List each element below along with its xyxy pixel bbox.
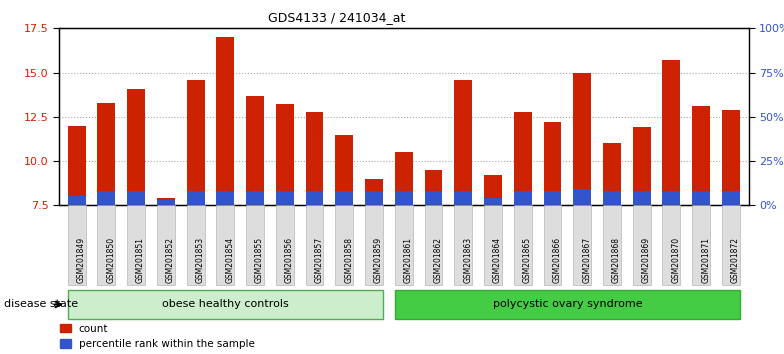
Bar — [484, 198, 502, 205]
Bar — [692, 191, 710, 205]
Text: GSM201870: GSM201870 — [671, 237, 681, 283]
Bar — [157, 200, 175, 205]
Bar — [127, 191, 145, 205]
Text: GDS4133 / 241034_at: GDS4133 / 241034_at — [268, 11, 406, 24]
Bar — [187, 80, 205, 205]
Text: GSM201867: GSM201867 — [583, 237, 591, 283]
Text: GSM201861: GSM201861 — [404, 237, 412, 283]
Text: GSM201849: GSM201849 — [77, 237, 85, 283]
Text: GSM201868: GSM201868 — [612, 237, 621, 283]
Bar — [306, 112, 324, 205]
Bar — [127, 88, 145, 205]
Text: GSM201856: GSM201856 — [285, 237, 294, 283]
Text: disease state: disease state — [4, 299, 78, 309]
Bar — [395, 152, 412, 205]
Text: GSM201855: GSM201855 — [255, 237, 264, 283]
Bar — [543, 191, 561, 205]
Text: GSM201862: GSM201862 — [434, 237, 442, 283]
Bar — [573, 189, 591, 205]
Text: GSM201857: GSM201857 — [314, 237, 324, 283]
Bar — [246, 96, 264, 205]
Bar — [395, 191, 412, 205]
Text: GSM201869: GSM201869 — [641, 237, 651, 283]
Bar — [246, 191, 264, 205]
Text: GSM201854: GSM201854 — [225, 237, 234, 283]
Bar — [454, 191, 472, 205]
Text: GSM201850: GSM201850 — [107, 237, 115, 283]
Bar — [722, 110, 740, 205]
Bar — [722, 191, 740, 205]
Text: obese healthy controls: obese healthy controls — [162, 299, 289, 309]
Bar — [336, 191, 354, 205]
Bar — [603, 143, 621, 205]
Text: GSM201863: GSM201863 — [463, 237, 472, 283]
Bar — [573, 73, 591, 205]
Text: GSM201858: GSM201858 — [344, 237, 354, 283]
Bar — [365, 191, 383, 205]
Text: GSM201866: GSM201866 — [553, 237, 561, 283]
Bar — [157, 198, 175, 205]
Text: GSM201871: GSM201871 — [701, 237, 710, 283]
Bar — [97, 191, 115, 205]
Bar — [216, 191, 234, 205]
Bar — [425, 170, 442, 205]
Text: GSM201872: GSM201872 — [731, 237, 740, 283]
Bar — [603, 191, 621, 205]
Text: GSM201851: GSM201851 — [136, 237, 145, 283]
Bar — [365, 179, 383, 205]
Text: GSM201859: GSM201859 — [374, 237, 383, 283]
Bar — [514, 191, 532, 205]
Bar — [187, 191, 205, 205]
Bar — [306, 191, 324, 205]
Legend: count, percentile rank within the sample: count, percentile rank within the sample — [60, 324, 255, 349]
Bar — [97, 103, 115, 205]
Bar — [514, 112, 532, 205]
Bar — [633, 127, 651, 205]
Bar — [484, 175, 502, 205]
Bar — [336, 135, 354, 205]
Bar — [67, 196, 85, 205]
Bar — [276, 191, 294, 205]
Bar — [543, 122, 561, 205]
Text: GSM201864: GSM201864 — [493, 237, 502, 283]
Bar — [633, 191, 651, 205]
Text: GSM201852: GSM201852 — [166, 237, 175, 283]
Bar — [67, 126, 85, 205]
Bar — [425, 191, 442, 205]
Bar — [692, 106, 710, 205]
Bar — [454, 80, 472, 205]
Text: GSM201853: GSM201853 — [195, 237, 205, 283]
Bar — [662, 191, 681, 205]
Bar — [662, 60, 681, 205]
Text: GSM201865: GSM201865 — [523, 237, 532, 283]
Bar — [216, 37, 234, 205]
Text: polycystic ovary syndrome: polycystic ovary syndrome — [492, 299, 642, 309]
Bar — [276, 104, 294, 205]
